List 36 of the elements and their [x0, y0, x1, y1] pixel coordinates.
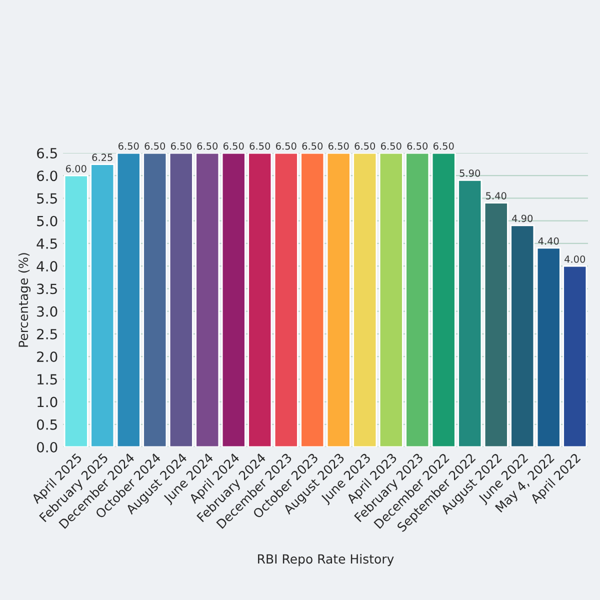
y-tick-label: 0.0: [36, 442, 58, 452]
data-label: 6.25: [92, 154, 112, 162]
y-tick-label: 1.0: [38, 396, 58, 408]
data-label: 6.50: [250, 142, 270, 150]
y-tick-label: 5.5: [37, 193, 57, 204]
data-label: 6.50: [144, 142, 166, 150]
y-tick-label: 4.0: [36, 261, 58, 272]
data-label: 6.50: [118, 142, 139, 150]
data-label: 6.50: [302, 142, 323, 150]
data-label: 5.40: [486, 192, 506, 200]
y-tick-label: 1.5: [38, 374, 57, 385]
y-tick-label: 6.5: [37, 148, 57, 158]
data-label: 6.00: [66, 164, 86, 172]
y-tick-label: 3.0: [37, 306, 58, 317]
data-label: 6.50: [433, 142, 454, 150]
data-label: 6.50: [223, 142, 244, 150]
data-label: 6.50: [170, 142, 192, 150]
data-label: 4.00: [564, 255, 586, 263]
data-label: 6.50: [328, 142, 349, 150]
y-tick-label: 4.5: [36, 238, 57, 249]
y-tick-label: 3.5: [37, 284, 57, 294]
data-label: 6.50: [407, 142, 428, 150]
y-tick-label: 2.0: [37, 352, 58, 362]
data-label: 6.50: [354, 142, 376, 150]
data-label: 4.90: [512, 214, 533, 222]
y-tick-label: 6.0: [37, 170, 58, 182]
y-axis-title: Percentage (%): [18, 253, 30, 347]
y-tick-label: 5.0: [37, 216, 58, 226]
data-label: 5.90: [460, 170, 480, 177]
x-axis-title: RBI Repo Rate History: [258, 554, 394, 566]
y-tick-label: 0.5: [36, 419, 57, 430]
data-label: 6.50: [276, 142, 296, 150]
data-label: 6.50: [380, 142, 402, 150]
y-tick-label: 2.5: [37, 328, 57, 340]
data-label: 4.40: [538, 237, 559, 245]
data-label: 6.50: [197, 142, 218, 150]
